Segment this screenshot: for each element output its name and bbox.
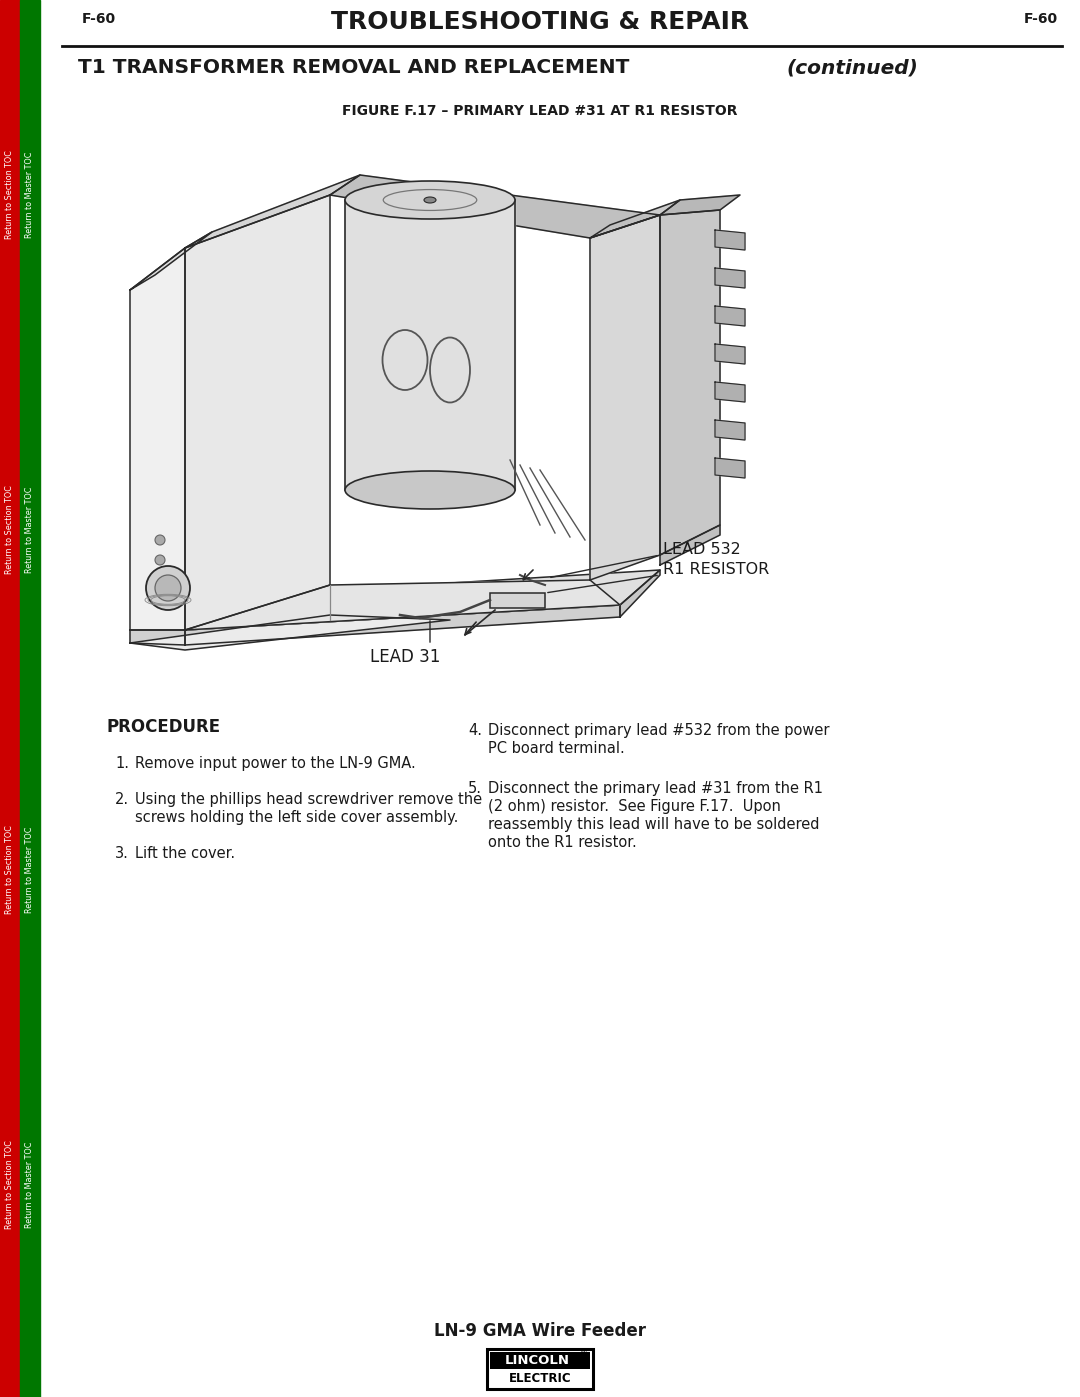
Polygon shape <box>660 210 720 555</box>
Text: Return to Master TOC: Return to Master TOC <box>26 486 35 573</box>
Polygon shape <box>330 175 660 237</box>
Text: R1 RESISTOR: R1 RESISTOR <box>663 562 769 577</box>
Text: (2 ohm) resistor.  See Figure F.17.  Upon: (2 ohm) resistor. See Figure F.17. Upon <box>488 799 781 814</box>
Text: F-60: F-60 <box>82 13 117 27</box>
Text: Return to Master TOC: Return to Master TOC <box>26 1141 35 1228</box>
Polygon shape <box>620 570 660 617</box>
Text: Return to Master TOC: Return to Master TOC <box>26 827 35 914</box>
Text: 5.: 5. <box>468 781 482 796</box>
Polygon shape <box>130 615 450 650</box>
Text: Disconnect primary lead #532 from the power: Disconnect primary lead #532 from the po… <box>488 724 829 738</box>
Polygon shape <box>130 630 185 645</box>
Text: LEAD 532: LEAD 532 <box>663 542 741 556</box>
FancyBboxPatch shape <box>487 1350 593 1389</box>
Bar <box>0 0 21 1397</box>
Text: Return to Section TOC: Return to Section TOC <box>5 826 14 915</box>
Polygon shape <box>715 231 745 250</box>
Text: Using the phillips head screwdriver remove the: Using the phillips head screwdriver remo… <box>135 792 482 807</box>
Text: F-60: F-60 <box>1024 13 1058 27</box>
Polygon shape <box>185 196 330 630</box>
Polygon shape <box>660 196 740 215</box>
Text: PROCEDURE: PROCEDURE <box>107 718 221 736</box>
Polygon shape <box>715 268 745 288</box>
Ellipse shape <box>424 197 436 203</box>
Text: onto the R1 resistor.: onto the R1 resistor. <box>488 835 637 849</box>
Polygon shape <box>715 381 745 402</box>
Bar <box>490 592 545 608</box>
Polygon shape <box>590 200 680 237</box>
Text: LN-9 GMA Wire Feeder: LN-9 GMA Wire Feeder <box>434 1322 646 1340</box>
Text: 2.: 2. <box>114 792 130 807</box>
Polygon shape <box>660 525 720 564</box>
Text: LEAD 31: LEAD 31 <box>370 648 441 666</box>
Text: PC board terminal.: PC board terminal. <box>488 740 624 756</box>
Polygon shape <box>715 344 745 365</box>
Text: FIGURE F.17 – PRIMARY LEAD #31 AT R1 RESISTOR: FIGURE F.17 – PRIMARY LEAD #31 AT R1 RES… <box>342 103 738 117</box>
Polygon shape <box>715 306 745 326</box>
Circle shape <box>146 566 190 610</box>
Polygon shape <box>185 580 620 630</box>
Polygon shape <box>130 249 185 630</box>
Text: 4.: 4. <box>468 724 482 738</box>
Circle shape <box>156 555 165 564</box>
Polygon shape <box>590 215 660 580</box>
Text: Return to Section TOC: Return to Section TOC <box>5 486 14 574</box>
Text: screws holding the left side cover assembly.: screws holding the left side cover assem… <box>135 810 458 826</box>
Polygon shape <box>185 570 660 630</box>
Text: 1.: 1. <box>114 756 129 771</box>
Circle shape <box>156 576 181 601</box>
Text: 3.: 3. <box>114 847 129 861</box>
Polygon shape <box>715 458 745 478</box>
Text: Return to Section TOC: Return to Section TOC <box>5 1140 14 1229</box>
Polygon shape <box>185 605 620 645</box>
Text: LINCOLN: LINCOLN <box>504 1354 569 1368</box>
Text: Lift the cover.: Lift the cover. <box>135 847 235 861</box>
Text: ELECTRIC: ELECTRIC <box>509 1372 571 1386</box>
Ellipse shape <box>345 182 515 219</box>
Bar <box>490 1352 590 1369</box>
Polygon shape <box>345 200 515 490</box>
Ellipse shape <box>345 471 515 509</box>
Text: TROUBLESHOOTING & REPAIR: TROUBLESHOOTING & REPAIR <box>330 10 750 34</box>
Text: (continued): (continued) <box>786 59 918 77</box>
Text: Disconnect the primary lead #31 from the R1: Disconnect the primary lead #31 from the… <box>488 781 823 796</box>
Text: Return to Section TOC: Return to Section TOC <box>5 151 14 239</box>
Text: reassembly this lead will have to be soldered: reassembly this lead will have to be sol… <box>488 817 820 833</box>
Bar <box>21 0 40 1397</box>
Polygon shape <box>130 232 212 291</box>
Text: Remove input power to the LN-9 GMA.: Remove input power to the LN-9 GMA. <box>135 756 416 771</box>
Polygon shape <box>715 420 745 440</box>
Text: Return to Master TOC: Return to Master TOC <box>26 152 35 237</box>
Text: T1 TRANSFORMER REMOVAL AND REPLACEMENT: T1 TRANSFORMER REMOVAL AND REPLACEMENT <box>78 59 630 77</box>
Circle shape <box>156 535 165 545</box>
Polygon shape <box>185 175 360 249</box>
Text: ®: ® <box>580 1350 588 1358</box>
